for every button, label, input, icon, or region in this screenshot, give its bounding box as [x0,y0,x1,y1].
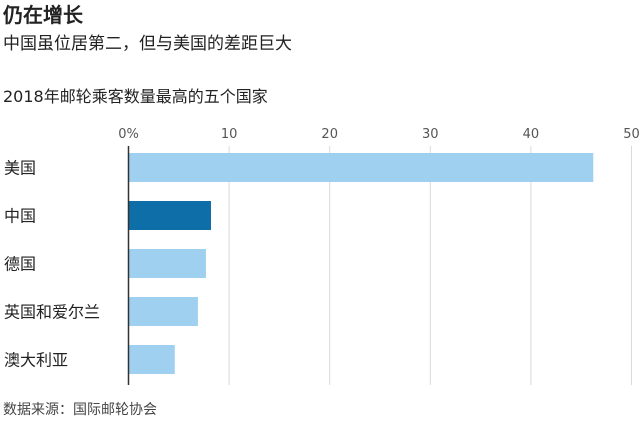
chart-title: 仍在增长 [3,3,83,27]
x-tick-label: 30 [422,127,439,142]
source-note: 数据来源：国际邮轮协会 [3,402,157,418]
chart-label: 2018年邮轮乘客数量最高的五个国家 [3,87,268,106]
bar [128,249,206,278]
x-tick-label: 20 [321,127,338,142]
x-tick-label: 40 [523,127,540,142]
x-tick-label: 0% [118,127,139,142]
category-label: 澳大利亚 [4,351,68,370]
x-tick-label: 50 [623,127,640,142]
bar [128,201,211,230]
bar [128,345,175,374]
bar [128,297,198,326]
category-label: 德国 [4,255,36,274]
category-label: 中国 [4,207,36,226]
chart-subtitle: 中国虽位居第二，但与美国的差距巨大 [3,34,292,54]
category-label: 美国 [4,159,36,178]
x-tick-label: 10 [221,127,238,142]
category-label: 英国和爱尔兰 [4,303,100,322]
bar [128,153,594,182]
